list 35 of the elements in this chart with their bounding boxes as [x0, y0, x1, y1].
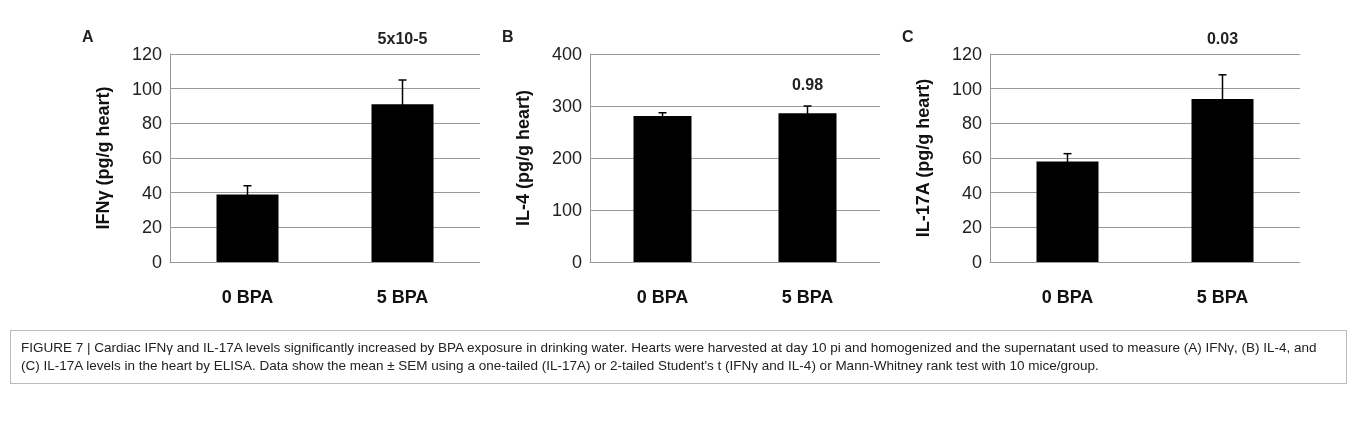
y-tick-label: 0 — [571, 252, 582, 272]
y-tick-label: 100 — [951, 78, 982, 99]
y-tick-label: 80 — [141, 113, 162, 134]
text: 5x10-5 — [377, 29, 428, 47]
y-tick-label: 200 — [551, 148, 582, 168]
y-tick-label: 20 — [141, 217, 162, 238]
x-tick-label: 5 BPA — [1196, 287, 1249, 307]
x-tick-label: 0 BPA — [1041, 287, 1094, 307]
y-tick-label: 40 — [961, 182, 982, 203]
x-tick-label: 0 BPA — [221, 287, 274, 307]
chart-title: B — [502, 27, 514, 45]
y-axis-title: IL-4 (pg/g heart) — [513, 90, 533, 226]
chart-title: C — [902, 27, 914, 45]
annotation: 0.98 — [791, 75, 824, 93]
y-tick-label: 100 — [131, 78, 162, 99]
y-tick-label: 100 — [551, 200, 582, 220]
x-tick-label: 0 BPA — [636, 287, 689, 307]
x-tick-label: 5 BPA — [781, 287, 834, 307]
y-tick-label: 60 — [141, 148, 162, 168]
y-tick-label: 0 — [151, 252, 162, 272]
y-tick-label: 120 — [131, 44, 162, 64]
y-tick-label: 40 — [141, 182, 162, 203]
caption: FIGURE 7 | Cardiac IFNγ and IL-17A levels significantly increased by BPA exposure in drinking water. Hearts were harvested at day 10 pi and homogenized and the supernatant used to measure (A) IFNγ, (B) IL-4, and (C) IL-17A levels in the heart by ELISA. Data show the mean ± SEM using a one-tailed (IL-17A) or 2-tailed Student's t (IFNγ and IL-4) or Mann-Whitney rank test with 10 mice/group. — [10, 330, 1347, 384]
y-tick-label: 80 — [961, 113, 982, 134]
y-axis-title: IL-17A (pg/g heart) — [913, 78, 933, 238]
y-tick-label: 120 — [951, 44, 982, 64]
y-tick-label: 60 — [961, 148, 982, 168]
y-tick-label: 300 — [551, 96, 582, 116]
text: 0.03 — [1206, 29, 1239, 47]
y-axis-title: IFNγ (pg/g heart) — [93, 86, 113, 230]
y-tick-label: 20 — [961, 217, 982, 238]
chart-title: A — [82, 27, 94, 45]
y-tick-label: 400 — [551, 44, 582, 64]
x-tick-label: 5 BPA — [376, 287, 429, 307]
y-tick-label: 0 — [971, 252, 982, 272]
